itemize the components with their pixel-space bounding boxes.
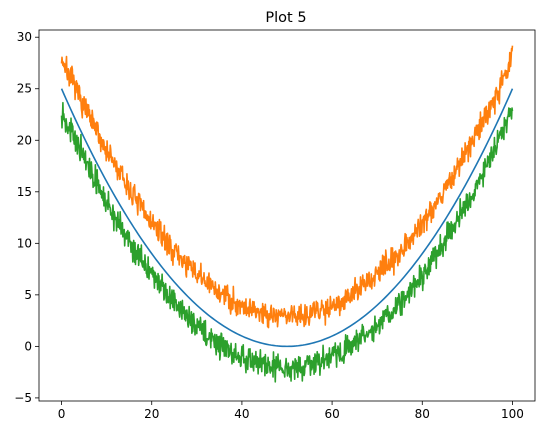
x-tick-label: 60: [324, 407, 339, 421]
series-line-3: [60, 101, 514, 383]
y-tick-label: 15: [17, 185, 32, 199]
plot-area-frame: [38, 29, 536, 402]
x-tick-label: 20: [144, 407, 159, 421]
y-tick-label: 25: [17, 82, 32, 96]
y-tick-label: 20: [17, 133, 32, 147]
y-tick-label: 5: [24, 288, 32, 302]
chart-title: Plot 5: [265, 10, 306, 26]
series-line-1: [60, 88, 514, 348]
axis-layer: 0 20 40 60 80 100 −5 0 5 10 15 20 25 30: [14, 30, 524, 421]
y-tick-label: −5: [14, 391, 32, 405]
x-tick-label: 40: [234, 407, 249, 421]
x-tick-label: 100: [501, 407, 524, 421]
series-line-2: [60, 45, 514, 329]
y-tick-label: 10: [17, 236, 32, 250]
y-tick-label: 30: [17, 30, 32, 44]
series-layer: [60, 45, 514, 383]
x-tick-label: 0: [58, 407, 66, 421]
x-tick-label: 80: [415, 407, 430, 421]
y-tick-label: 0: [24, 339, 32, 353]
